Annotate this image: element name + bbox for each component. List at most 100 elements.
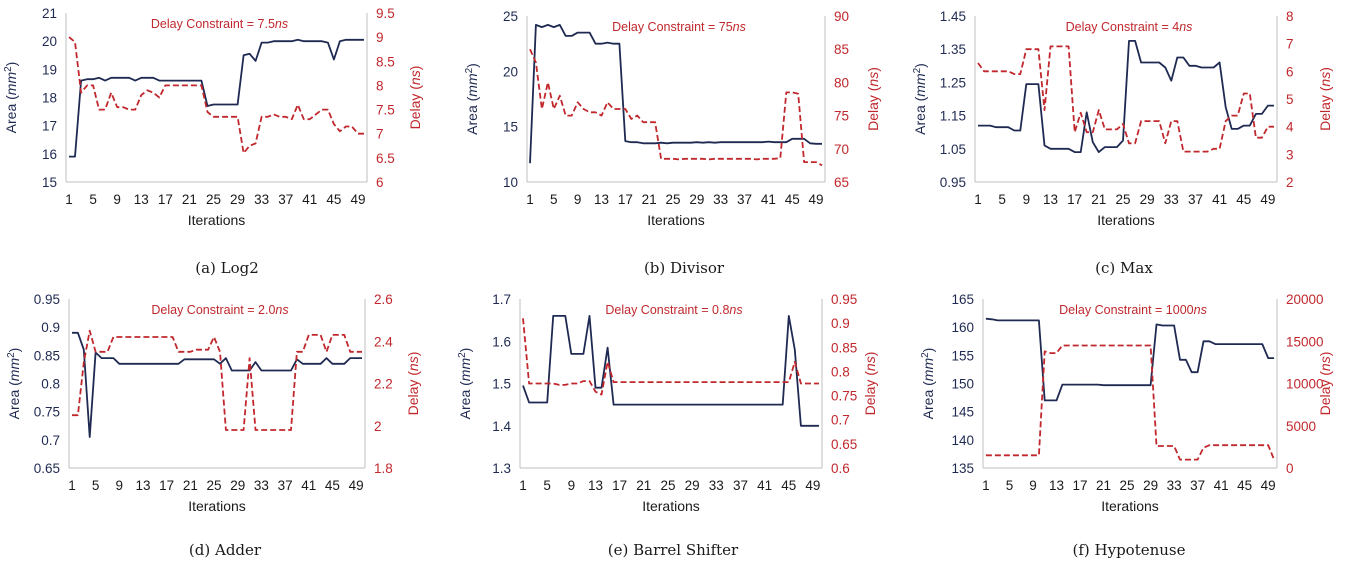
x-tick-label: 41 [1214, 478, 1229, 493]
y-left-tick-label: 0.95 [34, 292, 60, 307]
y-left-tick-label: 155 [951, 348, 974, 363]
y-right-title-unit: ns [405, 356, 421, 371]
y-left-tick-label: 1.7 [492, 292, 511, 307]
y-left-tick-label: 1.6 [492, 334, 511, 349]
y-right-tick-label: 0.85 [831, 340, 857, 355]
x-tick-label: 29 [685, 478, 700, 493]
x-tick-label: 29 [1143, 478, 1158, 493]
x-tick-label: 1 [519, 478, 527, 493]
y-left-tick-label: 1.25 [940, 75, 966, 90]
y-left-title-sup: 2 [6, 352, 17, 358]
y-left-title-suffix: ) [6, 348, 22, 353]
x-tick-label: 13 [135, 478, 150, 493]
y-left-title-unit: mm [464, 73, 480, 97]
x-tick-label: 33 [709, 478, 724, 493]
y-left-title-unit: mm [457, 358, 473, 382]
x-tick-label: 33 [1164, 192, 1179, 207]
y-left-axis-title: Area (mm2) [912, 63, 928, 135]
x-tick-label: 41 [761, 192, 776, 207]
x-tick-label: 49 [1261, 478, 1276, 493]
constraint-text: Delay Constraint = 0.8 [605, 303, 729, 317]
x-tick-label: 17 [1073, 478, 1088, 493]
x-tick-label: 29 [230, 478, 245, 493]
x-tick-label: 45 [1236, 192, 1251, 207]
y-left-tick-label: 0.75 [34, 405, 60, 420]
x-tick-label: 49 [805, 478, 820, 493]
y-left-tick-label: 0.9 [41, 320, 60, 335]
y-right-tick-label: 4 [1286, 120, 1294, 135]
x-tick-label: 25 [1120, 478, 1135, 493]
y-left-tick-label: 0.85 [34, 348, 60, 363]
x-tick-label: 5 [543, 478, 551, 493]
x-tick-label: 37 [278, 192, 293, 207]
area-series-line [985, 317, 1275, 402]
y-left-title-sup: 2 [912, 67, 923, 73]
x-axis-title: Iterations [188, 212, 246, 228]
x-tick-label: 45 [325, 478, 340, 493]
y-right-title-suffix: ) [407, 66, 423, 71]
x-tick-label: 37 [733, 478, 748, 493]
y-right-tick-label: 8.5 [376, 54, 395, 69]
y-right-tick-label: 15000 [1286, 334, 1324, 349]
constraint-text: Delay Constraint = 4 [1066, 20, 1180, 34]
x-tick-label: 33 [1167, 478, 1182, 493]
y-right-tick-label: 7 [1286, 37, 1294, 52]
x-tick-label: 9 [568, 478, 576, 493]
x-tick-label: 17 [612, 478, 627, 493]
x-tick-label: 41 [301, 478, 316, 493]
x-axis-title: Iterations [647, 212, 705, 228]
y-left-title-suffix: ) [912, 63, 928, 68]
y-right-tick-label: 2 [1286, 175, 1294, 190]
y-left-tick-label: 19 [42, 62, 57, 77]
x-tick-label: 25 [207, 478, 222, 493]
y-right-title-prefix: Delay ( [865, 86, 881, 131]
x-tick-label: 21 [183, 478, 198, 493]
y-right-title-suffix: ) [1317, 352, 1333, 357]
y-right-tick-label: 0.6 [831, 461, 850, 476]
y-left-tick-label: 18 [42, 91, 57, 106]
y-left-axis-title: Area (mm2) [6, 348, 22, 420]
area-series-line [69, 38, 364, 158]
constraint-text: Delay Constraint = 75 [612, 20, 733, 34]
y-right-title-suffix: ) [1317, 67, 1333, 72]
y-left-tick-label: 140 [951, 433, 974, 448]
x-tick-label: 5 [998, 192, 1006, 207]
x-tick-label: 13 [1043, 192, 1058, 207]
x-tick-label: 45 [1237, 478, 1252, 493]
x-tick-label: 1 [65, 192, 73, 207]
y-right-tick-label: 70 [834, 142, 849, 157]
x-tick-label: 49 [1260, 192, 1275, 207]
y-left-tick-label: 145 [951, 405, 974, 420]
y-left-tick-label: 21 [42, 6, 57, 21]
x-tick-label: 49 [350, 192, 365, 207]
y-right-axis-title: Delay (ns) [862, 352, 878, 416]
y-right-tick-label: 1.8 [374, 461, 393, 476]
constraint-unit: ns [1179, 20, 1192, 34]
x-tick-label: 9 [116, 478, 124, 493]
x-tick-label: 41 [757, 478, 772, 493]
y-left-title-unit: mm [920, 358, 936, 382]
x-tick-label: 45 [781, 478, 796, 493]
y-left-tick-label: 1.05 [940, 142, 966, 157]
delay-constraint-annotation: Delay Constraint = 4ns [1066, 20, 1193, 34]
x-tick-label: 21 [182, 192, 197, 207]
x-tick-label: 5 [89, 192, 97, 207]
x-tick-label: 1 [526, 192, 534, 207]
y-left-axis-title: Area (mm2) [920, 348, 936, 420]
y-right-tick-label: 6 [376, 175, 384, 190]
x-tick-label: 5 [1006, 478, 1014, 493]
y-right-tick-label: 2 [374, 419, 382, 434]
y-left-tick-label: 1.45 [940, 9, 966, 24]
area-series-line [978, 40, 1274, 154]
y-left-tick-label: 20 [42, 34, 57, 49]
y-left-tick-label: 1.5 [492, 377, 511, 392]
y-right-title-prefix: Delay ( [405, 371, 421, 416]
y-right-tick-label: 8 [1286, 9, 1294, 24]
y-right-tick-label: 9 [376, 30, 384, 45]
delay-constraint-annotation: Delay Constraint = 7.5ns [151, 17, 288, 31]
x-tick-label: 17 [159, 478, 174, 493]
y-right-axis-title: Delay (ns) [1317, 352, 1333, 416]
y-right-tick-label: 7 [376, 127, 384, 142]
